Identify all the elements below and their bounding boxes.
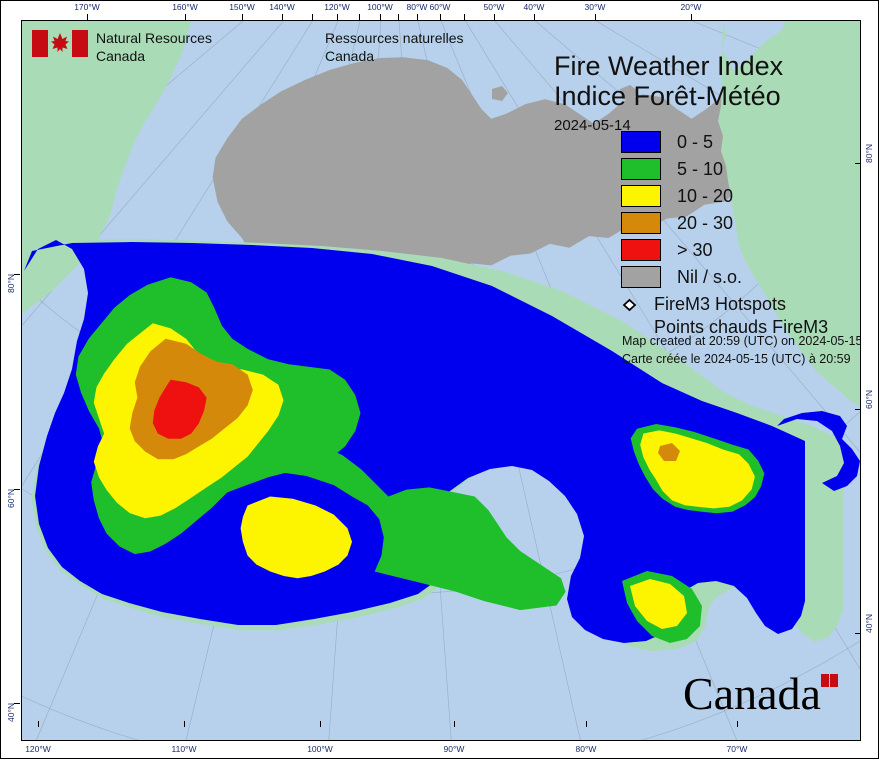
svg-text:Canada: Canada bbox=[683, 672, 821, 719]
